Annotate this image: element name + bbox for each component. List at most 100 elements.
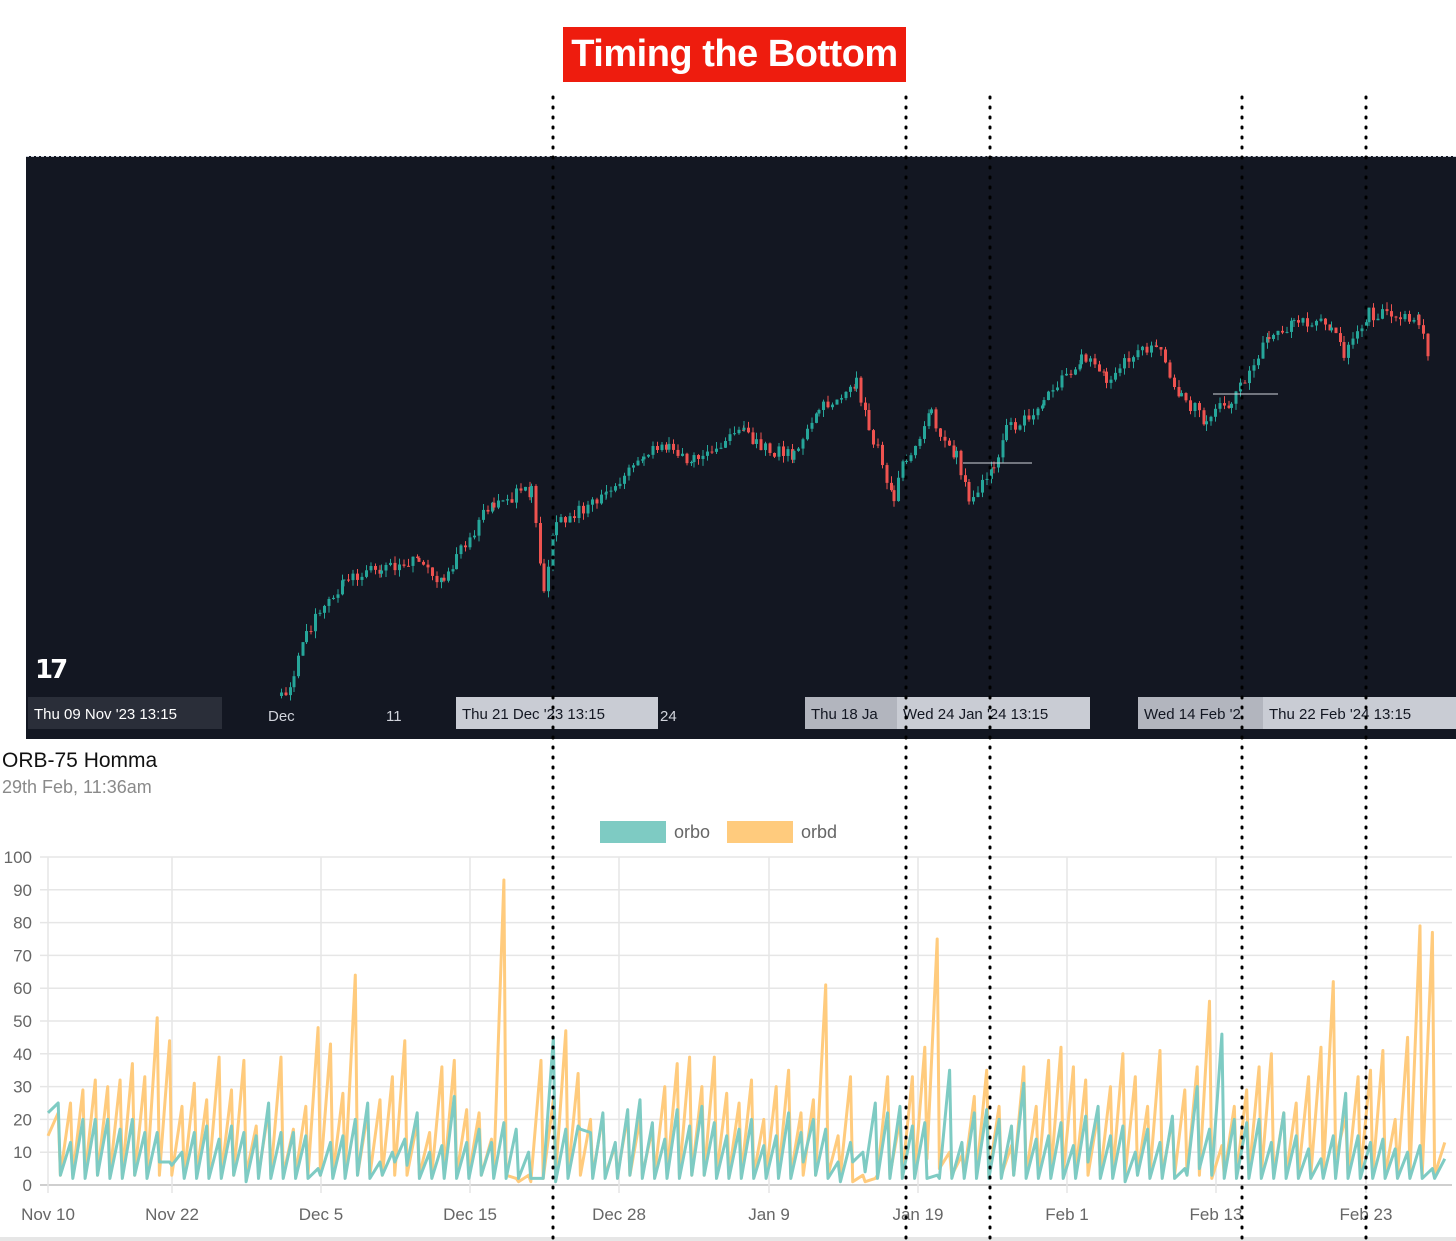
candle-body — [952, 445, 956, 458]
candle-body — [605, 491, 608, 493]
candle-body — [435, 575, 439, 583]
crosshair-time-label: Wed 14 Feb '2 — [1138, 697, 1265, 729]
candle-body — [901, 461, 905, 478]
y-tick-label: 20 — [13, 1110, 32, 1129]
candle-body — [972, 497, 975, 502]
candle-body — [1324, 318, 1327, 325]
y-tick-label: 10 — [13, 1143, 32, 1162]
candle-body — [660, 444, 664, 451]
candle-body — [927, 413, 931, 427]
candle-body — [411, 556, 415, 566]
candle-body — [948, 440, 951, 446]
candle-body — [280, 692, 283, 696]
x-tick-label: Dec 5 — [299, 1205, 343, 1224]
candle-body — [1041, 405, 1044, 409]
x-tick-label: Dec 28 — [592, 1205, 646, 1224]
candle-body — [1267, 337, 1271, 339]
candle-body — [297, 655, 300, 677]
candle-body — [923, 426, 926, 439]
candle-body — [1084, 354, 1088, 362]
candle-body — [685, 453, 689, 464]
candle-body — [1230, 403, 1233, 408]
candle-body — [1047, 391, 1050, 401]
candle-body — [468, 537, 472, 548]
legend-item-orbd[interactable]: orbd — [727, 821, 837, 843]
candle-body — [690, 462, 693, 464]
candle-body — [486, 509, 490, 512]
candle-body — [990, 467, 993, 479]
candle-body — [1159, 347, 1163, 350]
candle-body — [1023, 415, 1026, 426]
candle-body — [431, 567, 434, 576]
candle-body — [976, 492, 980, 498]
candle-body — [930, 409, 933, 414]
candle-body — [284, 692, 288, 696]
candle-body — [1408, 314, 1411, 322]
crosshair-time-label: Thu 09 Nov '23 13:15 — [28, 697, 222, 729]
candle-body — [817, 410, 821, 414]
candle-body — [815, 413, 818, 423]
candle-body — [416, 556, 419, 558]
candle-body — [710, 451, 714, 453]
candle-body — [1385, 309, 1389, 312]
candle-body — [840, 398, 843, 400]
candle-body — [759, 439, 763, 451]
candle-body — [534, 486, 538, 524]
candle-body — [641, 459, 644, 461]
candle-body — [1132, 357, 1135, 362]
candle-body — [1093, 358, 1097, 365]
candle-body — [656, 446, 659, 451]
candle-body — [943, 436, 947, 441]
orb-chart-title: ORB-75 Homma — [2, 749, 158, 772]
candle-body — [426, 564, 430, 568]
candle-body — [473, 535, 476, 538]
y-tick-label: 70 — [13, 946, 32, 965]
candle-body — [1328, 324, 1332, 331]
candle-body — [1426, 333, 1430, 357]
candle-body — [797, 448, 800, 451]
orb-line-chart[interactable]: 0 10 20 30 40 50 60 70 80 90 100 Nov 10 Nov 22 Dec 5 D… — [0, 840, 1456, 1237]
candle-body — [964, 475, 967, 482]
y-tick-label: 80 — [13, 914, 32, 933]
candle-body — [955, 450, 958, 458]
candle-body — [1334, 327, 1338, 334]
candle-body — [810, 422, 814, 429]
candle-body — [1412, 319, 1416, 322]
candlestick-chart[interactable] — [26, 157, 1456, 739]
candle-body — [1276, 330, 1280, 335]
candle-body — [600, 494, 603, 504]
candle-body — [849, 386, 852, 392]
candle-body — [773, 452, 776, 457]
candle-body — [417, 557, 421, 562]
time-axis-month-label: Dec — [268, 708, 295, 725]
candle-body — [885, 465, 889, 483]
y-tick-label: 40 — [13, 1045, 32, 1064]
legend-item-orbo[interactable]: orbo — [600, 821, 710, 843]
crosshair-time-label: Thu 18 Ja — [805, 697, 899, 729]
candle-body — [724, 440, 727, 448]
candle-body — [1281, 330, 1284, 333]
candle-body — [1027, 415, 1031, 420]
candle-body — [573, 516, 576, 519]
candle-body — [447, 571, 450, 581]
candle-body — [1042, 400, 1046, 406]
candle-body — [1032, 415, 1035, 420]
price-chart[interactable]: 17 Thu 09 Nov '23 13:15 Dec 11 Thu 21 De… — [26, 156, 1456, 739]
candle-body — [967, 481, 971, 502]
candle-body — [407, 565, 410, 567]
candle-body — [380, 570, 383, 574]
candle-body — [1310, 325, 1314, 327]
y-tick-label: 30 — [13, 1078, 32, 1097]
candle-body — [881, 444, 884, 466]
candle-body — [985, 478, 989, 480]
candle-body — [1351, 338, 1355, 345]
candle-body — [867, 410, 871, 431]
candle-body — [559, 517, 563, 523]
candle-body — [1218, 403, 1222, 409]
candle-body — [1168, 362, 1172, 378]
candle-body — [777, 446, 781, 457]
candle-body — [1205, 421, 1208, 425]
candle-body — [855, 377, 858, 389]
candle-body — [1105, 371, 1108, 383]
candle-body — [482, 509, 485, 520]
